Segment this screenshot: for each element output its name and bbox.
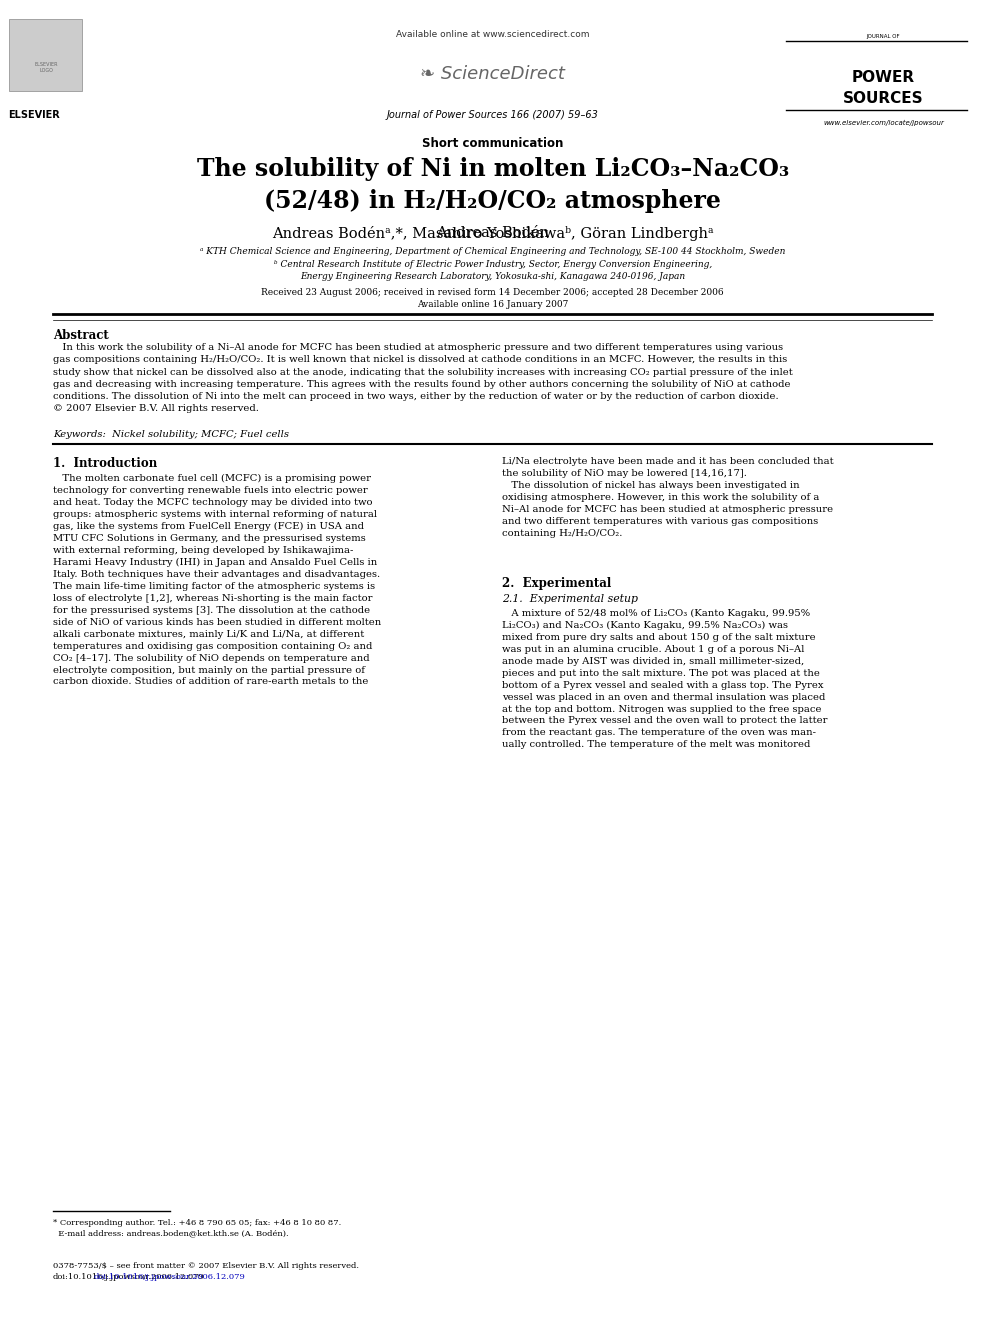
Text: 2.  Experimental: 2. Experimental	[503, 577, 612, 590]
Text: Li/Na electrolyte have been made and it has been concluded that
the solubility o: Li/Na electrolyte have been made and it …	[503, 456, 834, 537]
Text: Energy Engineering Research Laboratory, Yokosuka-shi, Kanagawa 240-0196, Japan: Energy Engineering Research Laboratory, …	[301, 273, 685, 280]
Text: JOURNAL OF: JOURNAL OF	[867, 34, 901, 40]
Text: Keywords:  Nickel solubility; MCFC; Fuel cells: Keywords: Nickel solubility; MCFC; Fuel …	[53, 430, 289, 439]
Bar	[9, 19, 82, 91]
Text: Journal of Power Sources 166 (2007) 59–63: Journal of Power Sources 166 (2007) 59–6…	[387, 110, 598, 119]
Text: ᵃ KTH Chemical Science and Engineering, Department of Chemical Engineering and T: ᵃ KTH Chemical Science and Engineering, …	[200, 247, 786, 255]
Text: * Corresponding author. Tel.: +46 8 790 65 05; fax: +46 8 10 80 87.
  E-mail add: * Corresponding author. Tel.: +46 8 790 …	[53, 1218, 341, 1237]
Text: A mixture of 52/48 mol% of Li₂CO₃ (Kanto Kagaku, 99.95%
Li₂CO₃) and Na₂CO₃ (Kant: A mixture of 52/48 mol% of Li₂CO₃ (Kanto…	[503, 609, 828, 749]
Text: POWER: POWER	[852, 70, 915, 85]
Text: Available online 16 January 2007: Available online 16 January 2007	[417, 300, 568, 308]
Text: 2.1.  Experimental setup: 2.1. Experimental setup	[503, 594, 639, 605]
Text: 0378-7753/$ – see front matter © 2007 Elsevier B.V. All rights reserved.
doi:10.: 0378-7753/$ – see front matter © 2007 El…	[53, 1262, 359, 1281]
Text: ELSEVIER
LOGO: ELSEVIER LOGO	[35, 62, 58, 73]
Text: ᵇ Central Research Institute of Electric Power Industry, Sector, Energy Conversi: ᵇ Central Research Institute of Electric…	[274, 261, 712, 269]
Text: Abstract: Abstract	[53, 329, 109, 341]
Text: In this work the solubility of a Ni–Al anode for MCFC has been studied at atmosp: In this work the solubility of a Ni–Al a…	[53, 344, 793, 413]
Text: ❧ ScienceDirect: ❧ ScienceDirect	[421, 65, 565, 83]
Text: doi:10.1016/j.jpowsour.2006.12.079: doi:10.1016/j.jpowsour.2006.12.079	[94, 1273, 246, 1281]
Text: Andreas Bodénᵃ,*, Masahiro Yoshikawaᵇ, Göran Lindberghᵃ: Andreas Bodénᵃ,*, Masahiro Yoshikawaᵇ, G…	[272, 226, 713, 241]
Text: SOURCES: SOURCES	[843, 91, 924, 106]
Text: ELSEVIER: ELSEVIER	[8, 110, 60, 119]
Text: Available online at www.sciencedirect.com: Available online at www.sciencedirect.co…	[396, 30, 589, 40]
Text: 1.  Introduction: 1. Introduction	[53, 456, 158, 470]
Text: Short communication: Short communication	[422, 138, 563, 151]
Text: Andreas Bodén: Andreas Bodén	[436, 226, 550, 239]
Text: The solubility of Ni in molten Li₂CO₃–Na₂CO₃: The solubility of Ni in molten Li₂CO₃–Na…	[196, 157, 789, 181]
Text: The molten carbonate fuel cell (MCFC) is a promising power
technology for conver: The molten carbonate fuel cell (MCFC) is…	[53, 474, 381, 687]
Text: Received 23 August 2006; received in revised form 14 December 2006; accepted 28 : Received 23 August 2006; received in rev…	[262, 288, 724, 296]
Text: (52/48) in H₂/H₂O/CO₂ atmosphere: (52/48) in H₂/H₂O/CO₂ atmosphere	[264, 189, 721, 213]
Text: www.elsevier.com/locate/jpowsour: www.elsevier.com/locate/jpowsour	[823, 120, 944, 126]
